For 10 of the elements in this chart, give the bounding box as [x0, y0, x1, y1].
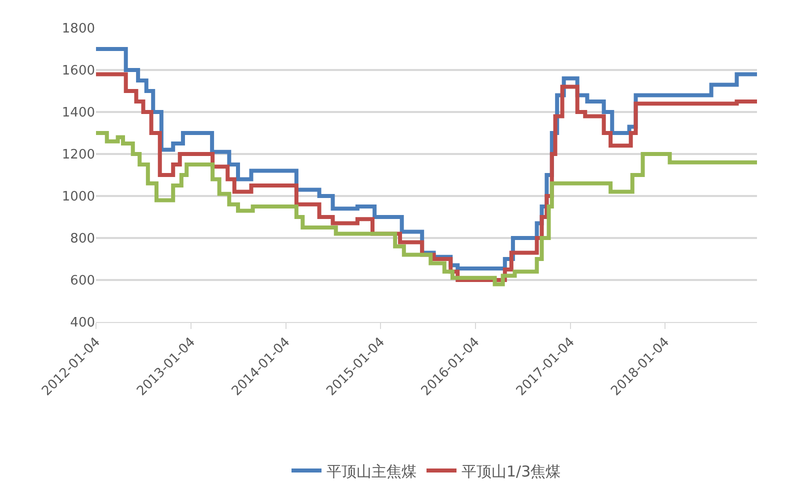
y-tick-label: 1600 [62, 64, 95, 79]
y-tick-label: 1200 [62, 148, 95, 163]
legend-label: 平顶山1/3焦煤 [462, 462, 561, 480]
y-tick-label: 1000 [62, 190, 95, 205]
y-tick-label: 1800 [62, 22, 95, 37]
y-tick-label: 1400 [62, 106, 95, 121]
y-tick-label: 600 [70, 274, 95, 289]
y-tick-label: 800 [70, 232, 95, 247]
y-tick-label: 400 [70, 316, 95, 331]
legend-label: 平顶山主焦煤 [326, 462, 416, 480]
